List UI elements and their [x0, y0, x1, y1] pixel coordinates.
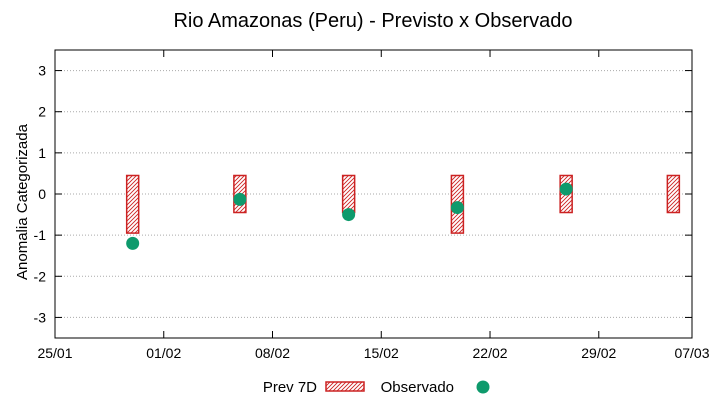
observed-point	[233, 193, 246, 206]
observed-point	[560, 183, 573, 196]
x-tick-label: 01/02	[146, 345, 181, 361]
y-tick-label: -3	[34, 309, 47, 325]
y-axis-label: Anomalia Categorizada	[14, 123, 31, 280]
y-tick-label: -2	[34, 268, 47, 284]
legend-label-prev7d: Prev 7D	[263, 379, 317, 396]
x-tick-label: 07/03	[674, 345, 709, 361]
y-tick-label: 2	[38, 104, 46, 120]
y-tick-label: 3	[38, 63, 46, 79]
x-tick-label: 15/02	[364, 345, 399, 361]
legend: Prev 7D Observado	[263, 379, 490, 396]
legend-marker-observado	[477, 381, 490, 394]
observed-point	[342, 208, 355, 221]
x-tick-label: 29/02	[581, 345, 616, 361]
observed-point	[451, 201, 464, 214]
forecast-range-box	[127, 175, 139, 233]
observed-point	[126, 237, 139, 250]
x-tick-label: 22/02	[473, 345, 508, 361]
y-tick-label: 0	[38, 186, 46, 202]
grid-lines	[55, 71, 692, 318]
y-tick-label: 1	[38, 145, 46, 161]
legend-label-observado: Observado	[381, 379, 454, 396]
chart-title: Rio Amazonas (Peru) - Previsto x Observa…	[173, 10, 572, 32]
x-tick-label: 25/01	[37, 345, 72, 361]
forecast-range-box	[343, 175, 355, 212]
forecast-series	[127, 175, 680, 233]
legend-swatch-prev7d	[326, 382, 364, 391]
x-tick-label: 08/02	[255, 345, 290, 361]
y-tick-label: -1	[34, 227, 47, 243]
forecast-range-box	[667, 175, 679, 212]
chart: Rio Amazonas (Peru) - Previsto x Observa…	[0, 0, 720, 400]
